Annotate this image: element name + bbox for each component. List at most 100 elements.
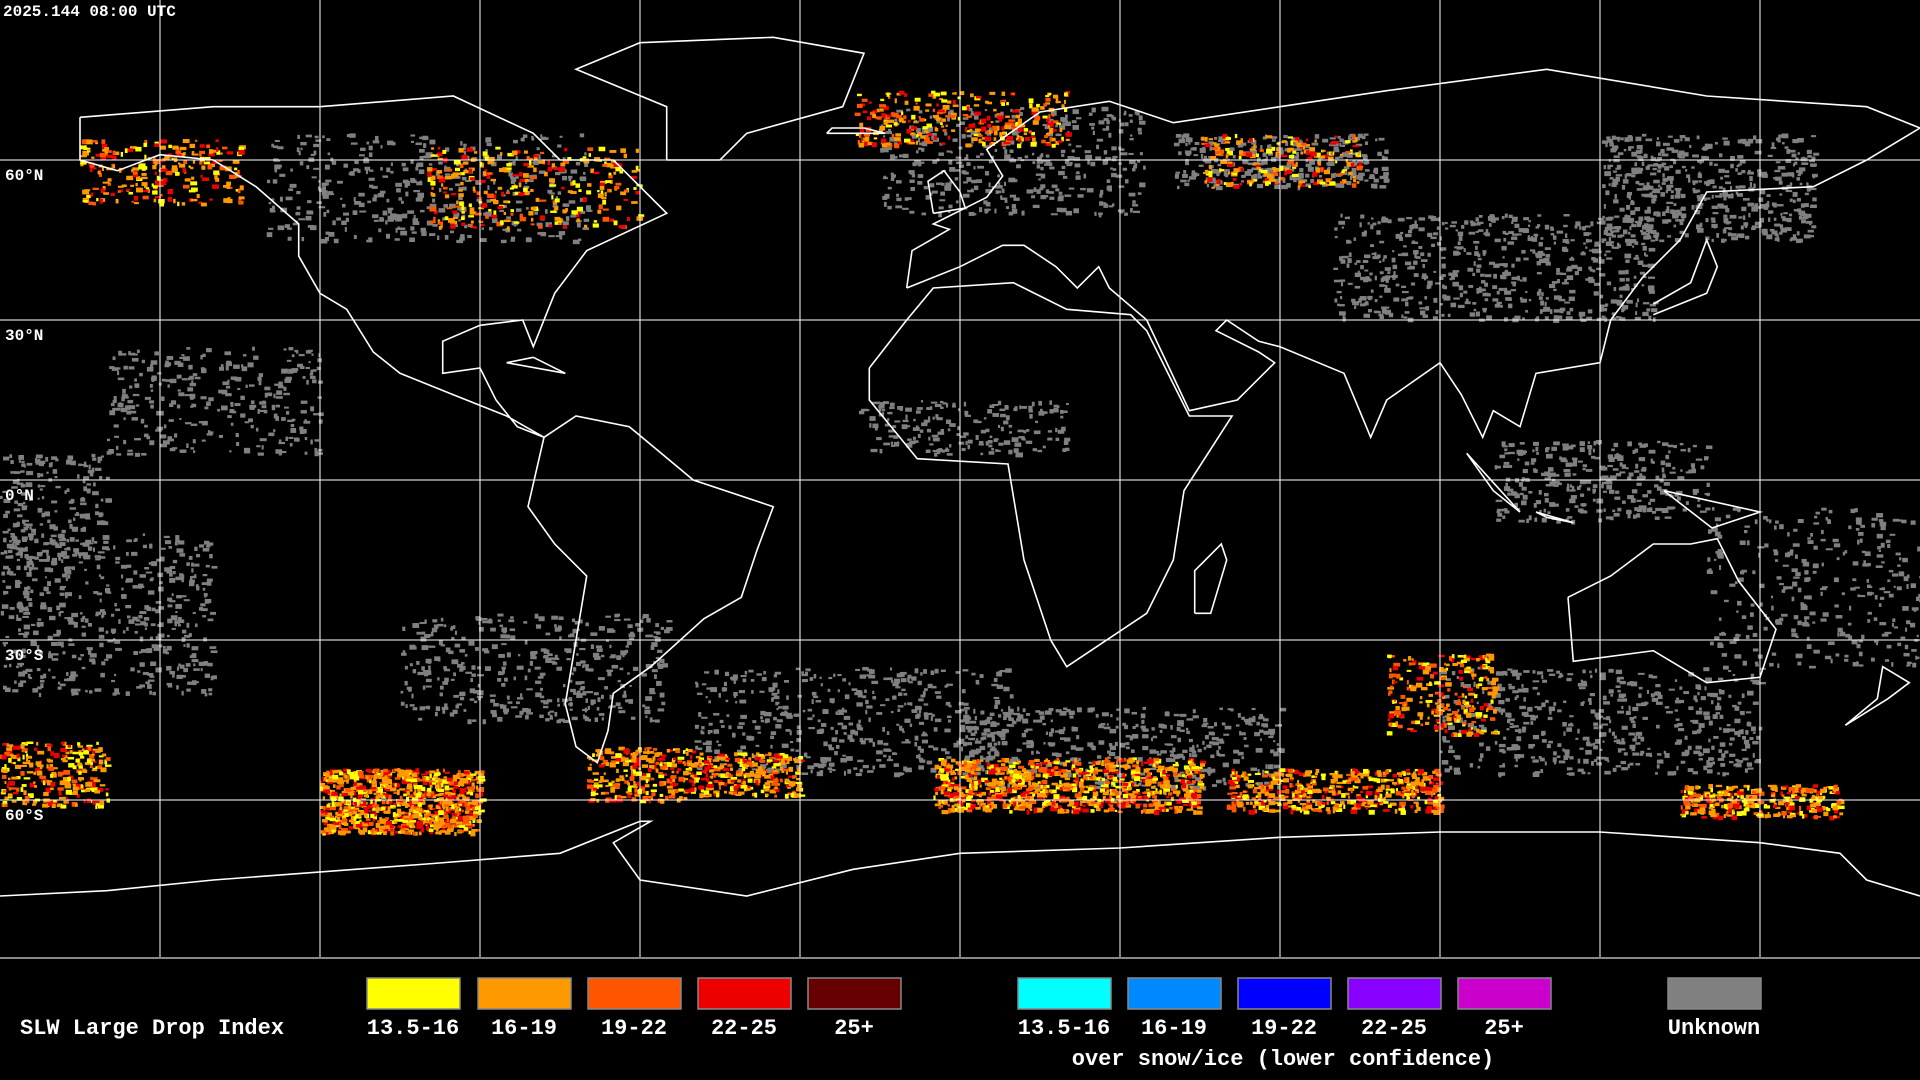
cloud-pixel [281, 417, 286, 421]
cloud-pixel [901, 728, 904, 732]
cloud-pixel [439, 685, 444, 690]
cloud-pixel [1635, 731, 1643, 736]
cloud-pixel [1439, 236, 1442, 241]
cloud-pixel [140, 418, 145, 424]
cloud-pixel [65, 577, 68, 581]
cloud-pixel [1596, 756, 1600, 760]
cloud-pixel [422, 685, 426, 690]
cloud-pixel [1548, 706, 1556, 712]
cloud-pixel [460, 234, 465, 239]
cloud-pixel [1641, 193, 1648, 197]
cloud-pixel [1055, 709, 1062, 713]
cloud-pixel [1728, 728, 1736, 732]
cloud-pixel [279, 173, 286, 177]
cloud-pixel [515, 200, 523, 204]
cloud-pixel [1507, 303, 1513, 309]
cloud-pixel [1621, 767, 1625, 771]
cloud-pixel [248, 384, 255, 387]
cloud-pixel [1801, 558, 1807, 563]
cloud-pixel [1174, 777, 1179, 783]
cloud-pixel [525, 207, 529, 210]
cloud-pixel [779, 712, 784, 716]
cloud-pixel [1594, 712, 1601, 718]
cloud-pixel [918, 753, 921, 759]
cloud-pixel [486, 199, 491, 203]
cloud-pixel [1441, 274, 1446, 277]
cloud-pixel [997, 671, 1001, 676]
cloud-pixel [1854, 586, 1860, 589]
cloud-pixel [964, 709, 968, 715]
cloud-pixel [1138, 782, 1142, 786]
cloud-pixel [1791, 633, 1798, 637]
cloud-pixel [81, 666, 86, 670]
cloud-pixel [646, 697, 651, 701]
cloud-pixel [1049, 196, 1055, 200]
cloud-pixel [1453, 755, 1458, 758]
cloud-pixel [307, 200, 312, 204]
cloud-pixel [1192, 785, 1198, 789]
cloud-pixel [419, 155, 424, 160]
cloud-pixel [1043, 411, 1048, 414]
cloud-pixel [945, 182, 952, 187]
cloud-pixel [264, 386, 271, 391]
cloud-pixel [1778, 180, 1783, 185]
cloud-pixel [1514, 696, 1518, 701]
cloud-pixel [1844, 550, 1848, 554]
cloud-pixel [1476, 264, 1482, 268]
cloud-pixel [1706, 762, 1713, 767]
cloud-pixel [524, 675, 528, 681]
cloud-pixel [525, 714, 529, 720]
cloud-pixel [1414, 254, 1417, 259]
cloud-pixel [1119, 122, 1125, 127]
cloud-pixel [156, 410, 160, 416]
cloud-pixel [536, 222, 543, 227]
cloud-pixel [1792, 581, 1798, 587]
cloud-pixel [1248, 723, 1253, 726]
cloud-pixel [1655, 724, 1660, 729]
cloud-pixel [1690, 720, 1696, 723]
cloud-pixel [1759, 602, 1763, 607]
cloud-pixel [816, 771, 824, 777]
cloud-pixel [1457, 241, 1461, 246]
cloud-pixel [482, 719, 486, 725]
cloud-pixel [386, 198, 390, 203]
cloud-pixel [883, 175, 887, 180]
cloud-pixel [627, 672, 630, 675]
cloud-pixel [1736, 233, 1741, 238]
cloud-pixel [543, 705, 549, 709]
cloud-pixel [1473, 308, 1477, 312]
cloud-pixel [568, 634, 571, 638]
cloud-pixel [1457, 304, 1465, 309]
cloud-pixel [1770, 595, 1774, 599]
cloud-pixel [1858, 664, 1864, 667]
cloud-pixel [1837, 627, 1843, 633]
cloud-pixel [1636, 188, 1643, 191]
cloud-pixel [1671, 149, 1679, 153]
cloud-pixel [1032, 161, 1036, 165]
cloud-pixel [1755, 226, 1761, 229]
cloud-pixel [277, 146, 284, 150]
cloud-pixel [763, 712, 771, 717]
cloud-pixel [1549, 284, 1556, 289]
cloud-pixel [845, 756, 853, 761]
cloud-pixel [866, 705, 873, 709]
cloud-pixel [187, 387, 194, 392]
cloud-pixel [37, 618, 42, 621]
cloud-pixel [169, 604, 172, 607]
cloud-pixel [994, 750, 999, 753]
cloud-pixel [1445, 678, 1452, 681]
cloud-pixel [754, 725, 761, 730]
cloud-pixel [757, 731, 762, 734]
cloud-pixel [125, 604, 132, 609]
cloud-pixel [785, 712, 792, 717]
cloud-pixel [404, 184, 409, 188]
cloud-pixel [965, 440, 968, 446]
cloud-pixel [510, 635, 516, 640]
cloud-pixel [714, 749, 720, 755]
cloud-pixel [1107, 185, 1112, 188]
cloud-pixel [1720, 763, 1726, 767]
cloud-pixel [1447, 725, 1455, 730]
cloud-pixel [1003, 181, 1007, 187]
cloud-pixel [1794, 554, 1798, 559]
cloud-pixel [822, 709, 829, 715]
